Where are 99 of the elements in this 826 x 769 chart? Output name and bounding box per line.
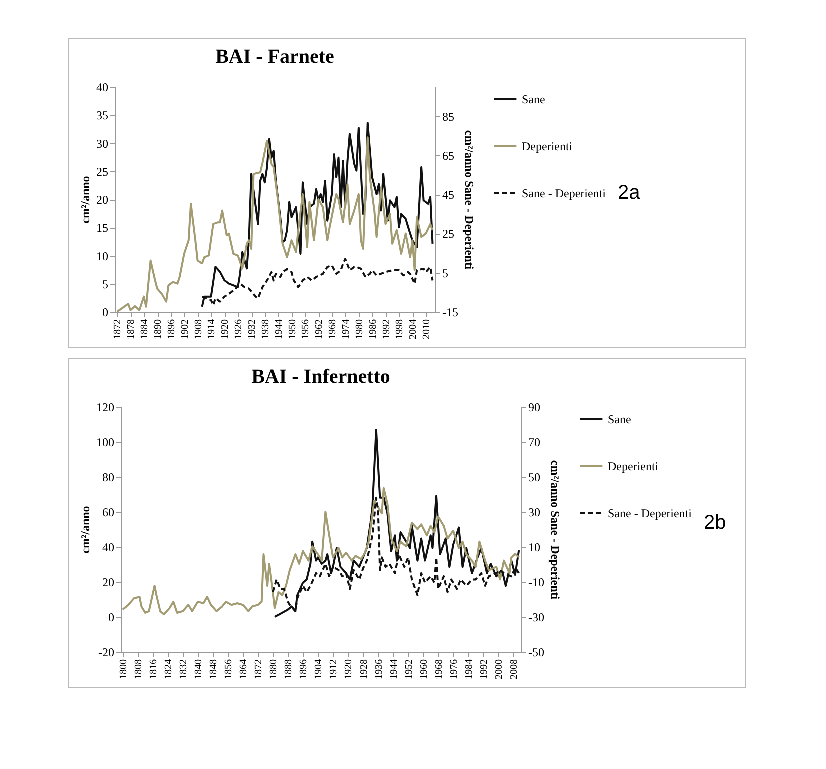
line-series — [201, 122, 434, 308]
y2-tick-label: -10 — [528, 576, 544, 590]
x-tick-label: 1956 — [300, 320, 312, 340]
text: 2b — [704, 512, 726, 534]
x-tick-label: 1800 — [118, 660, 130, 680]
y2-tick-label: 90 — [528, 400, 540, 414]
x-tick-label: 1904 — [314, 660, 325, 680]
x-tick-label: 1998 — [394, 320, 406, 340]
text: 2a — [618, 182, 640, 204]
y2-axis-title: cm²/anno Sane - Deperienti — [462, 130, 476, 270]
y-tick-label: 40 — [96, 80, 108, 94]
x-tick-label: 1950 — [287, 320, 298, 340]
x-tick-label: 1880 — [268, 660, 280, 680]
x-tick-label: 1986 — [368, 320, 379, 340]
legend-label: Sane — [608, 412, 632, 426]
x-tick-label: 1912 — [328, 660, 340, 680]
x-tick-label: 1926 — [234, 320, 245, 340]
x-tick-label: 1984 — [464, 660, 475, 680]
x-tick-label: 1840 — [193, 660, 204, 680]
y2-tick-label: -30 — [528, 610, 544, 624]
x-tick-label: 2010 — [422, 320, 433, 340]
x-tick-label: 1952 — [404, 660, 415, 680]
x-tick-label: 1816 — [148, 660, 160, 680]
y2-tick-label: 85 — [442, 110, 454, 124]
x-tick-label: 1936 — [374, 660, 385, 680]
y2-tick-label: -15 — [442, 306, 458, 320]
x-tick-label: 1902 — [180, 320, 191, 340]
line-series — [274, 429, 520, 618]
x-tick-label: 1932 — [247, 320, 258, 340]
x-tick-label: 2000 — [494, 660, 505, 680]
x-tick-label: 1962 — [314, 320, 326, 340]
y-tick-label: 20 — [96, 193, 108, 207]
legend-label: Deperienti — [522, 140, 574, 154]
line-series — [122, 487, 520, 616]
x-tick-label: 1808 — [133, 660, 144, 680]
y-axis-title: cm²/anno — [78, 506, 92, 554]
y-tick-label: -20 — [98, 646, 114, 660]
x-tick-label: 1848 — [208, 660, 220, 680]
x-tick-label: 1980 — [354, 320, 366, 340]
y-tick-label: 10 — [96, 249, 108, 264]
x-tick-label: 1938 — [260, 320, 272, 340]
legend-label: Deperienti — [608, 460, 660, 474]
x-tick-label: 1824 — [163, 660, 174, 680]
y-tick-label: 35 — [96, 108, 108, 123]
x-tick-label: 1992 — [381, 320, 392, 340]
y2-tick-label: 30 — [528, 506, 540, 520]
y-tick-label: 20 — [102, 576, 114, 590]
x-tick-label: 1896 — [298, 660, 310, 680]
x-tick-label: 2004 — [408, 320, 420, 340]
x-tick-label: 1974 — [340, 320, 352, 340]
x-tick-label: 1920 — [344, 660, 355, 680]
x-tick-label: 1968 — [434, 660, 445, 680]
y2-tick-label: 65 — [442, 148, 454, 163]
x-tick-label: 1960 — [418, 660, 430, 680]
x-tick-label: 1878 — [126, 320, 138, 340]
x-tick-label: 1914 — [206, 320, 218, 340]
y2-tick-label: 45 — [442, 188, 454, 202]
legend-label: Sane - Deperienti — [608, 506, 693, 520]
y-tick-label: 25 — [96, 164, 108, 179]
y-tick-label: 0 — [108, 610, 114, 624]
legend-label: Sane — [522, 92, 546, 106]
x-tick-label: 1992 — [478, 660, 490, 680]
y2-tick-label: 50 — [528, 470, 540, 484]
y-tick-label: 30 — [96, 136, 108, 151]
x-tick-label: 1944 — [388, 660, 400, 680]
y-tick-label: 80 — [102, 470, 114, 484]
y-tick-label: 0 — [102, 306, 108, 320]
y-axis-title: cm²/anno — [78, 176, 92, 224]
x-tick-label: 1864 — [238, 660, 250, 680]
x-tick-label: 1856 — [224, 660, 235, 680]
y-tick-label: 15 — [96, 221, 108, 236]
y-tick-label: 40 — [102, 540, 114, 554]
x-tick-label: 1832 — [178, 660, 190, 680]
y2-tick-label: 5 — [442, 266, 448, 280]
x-tick-label: 1872 — [254, 660, 265, 680]
y2-tick-label: -50 — [528, 646, 544, 660]
y-tick-label: 5 — [102, 277, 108, 292]
x-tick-label: 1888 — [284, 660, 295, 680]
y2-tick-label: 10 — [528, 540, 540, 554]
chart-title: BAI - Farnete — [216, 46, 335, 68]
x-tick-label: 1890 — [153, 320, 164, 340]
x-tick-label: 1920 — [220, 320, 232, 340]
legend-label: Sane - Deperienti — [522, 186, 607, 200]
x-tick-label: 1908 — [193, 320, 204, 340]
y-tick-label: 100 — [96, 436, 114, 450]
y-tick-label: 60 — [102, 506, 114, 520]
x-tick-label: 1884 — [140, 320, 151, 340]
y2-axis-title: cm²/anno Sane - Deperienti — [548, 460, 562, 600]
x-tick-label: 1928 — [358, 660, 370, 680]
chart-title: BAI - Infernetto — [252, 366, 390, 388]
x-tick-label: 1896 — [166, 320, 178, 340]
y2-tick-label: 25 — [442, 227, 454, 242]
x-tick-label: 1944 — [274, 320, 285, 340]
y2-tick-label: 70 — [528, 436, 540, 450]
x-tick-label: 1976 — [448, 660, 460, 680]
y-tick-label: 120 — [96, 400, 114, 414]
x-tick-label: 1968 — [328, 320, 339, 340]
x-tick-label: 2008 — [508, 660, 520, 680]
x-tick-label: 1872 — [112, 320, 124, 340]
